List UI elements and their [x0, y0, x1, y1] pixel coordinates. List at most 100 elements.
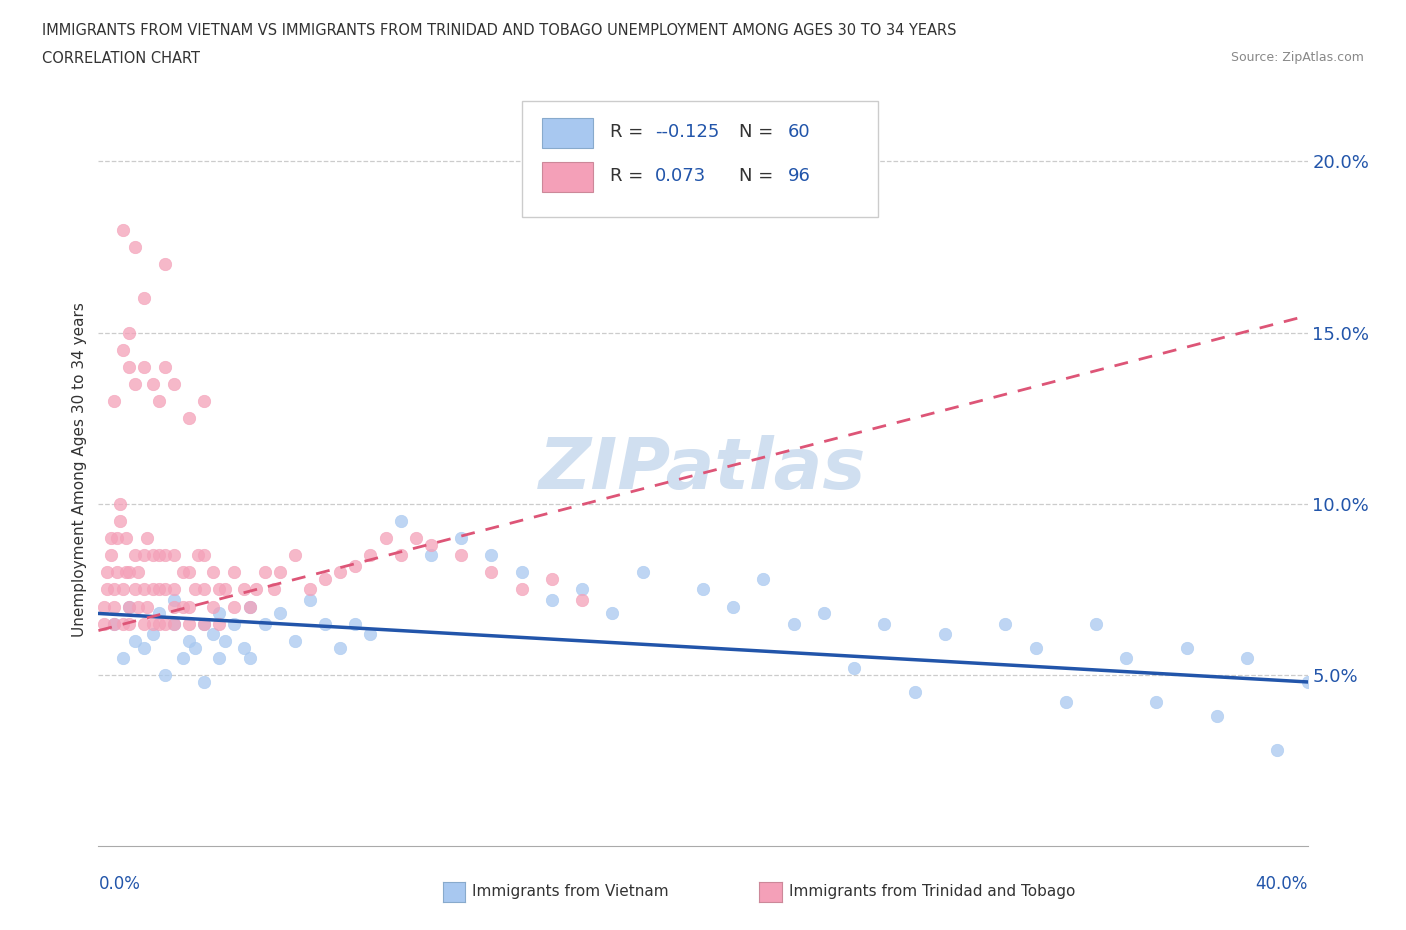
Text: --0.125: --0.125	[655, 123, 718, 141]
Point	[1236, 651, 1258, 666]
Point	[510, 582, 533, 597]
Point	[124, 240, 146, 255]
Point	[103, 393, 125, 408]
Point	[163, 592, 186, 607]
Point	[450, 548, 472, 563]
Point	[108, 513, 131, 528]
Point	[172, 599, 194, 614]
Point	[540, 592, 562, 607]
Point	[389, 548, 412, 563]
Point	[118, 599, 141, 614]
Point	[108, 497, 131, 512]
Point	[344, 558, 367, 573]
Point	[105, 531, 128, 546]
Point	[1267, 743, 1289, 758]
Point	[103, 617, 125, 631]
Point	[214, 633, 236, 648]
Point	[631, 565, 654, 579]
Point	[179, 633, 201, 648]
Point	[153, 582, 176, 597]
Point	[360, 627, 382, 642]
Point	[153, 548, 176, 563]
Text: 0.073: 0.073	[655, 166, 706, 185]
Point	[405, 531, 427, 546]
Point	[111, 617, 134, 631]
Point	[132, 548, 155, 563]
Point	[111, 342, 134, 357]
Point	[124, 582, 146, 597]
Point	[193, 393, 215, 408]
Point	[142, 377, 165, 392]
Point	[314, 617, 336, 631]
Point	[179, 617, 201, 631]
Point	[723, 599, 745, 614]
Point	[163, 599, 186, 614]
Point	[135, 531, 157, 546]
Point	[420, 548, 443, 563]
Point	[208, 582, 231, 597]
Text: 96: 96	[787, 166, 810, 185]
Point	[148, 393, 170, 408]
Point	[118, 565, 141, 579]
Point	[420, 538, 443, 552]
Point	[172, 651, 194, 666]
Point	[105, 565, 128, 579]
Point	[163, 617, 186, 631]
Point	[153, 668, 176, 683]
Point	[783, 617, 806, 631]
Point	[299, 592, 322, 607]
Point	[1175, 640, 1198, 655]
Point	[232, 640, 254, 655]
Point	[118, 326, 141, 340]
Text: IMMIGRANTS FROM VIETNAM VS IMMIGRANTS FROM TRINIDAD AND TOBAGO UNEMPLOYMENT AMON: IMMIGRANTS FROM VIETNAM VS IMMIGRANTS FR…	[42, 23, 956, 38]
Point	[179, 411, 201, 426]
Point	[1206, 709, 1229, 724]
Point	[1296, 674, 1319, 689]
Point	[172, 565, 194, 579]
Point	[299, 582, 322, 597]
Point	[163, 582, 186, 597]
Point	[124, 548, 146, 563]
Point	[232, 582, 254, 597]
Point	[389, 513, 412, 528]
Text: 60: 60	[787, 123, 810, 141]
Point	[93, 617, 115, 631]
Text: R =: R =	[610, 123, 650, 141]
Point	[873, 617, 896, 631]
Text: N =: N =	[740, 123, 779, 141]
Point	[224, 617, 246, 631]
Point	[239, 599, 262, 614]
Text: 40.0%: 40.0%	[1256, 875, 1308, 893]
Point	[239, 651, 262, 666]
Point	[329, 565, 352, 579]
Point	[1054, 695, 1077, 710]
Point	[224, 599, 246, 614]
Point	[148, 606, 170, 621]
Point	[360, 548, 382, 563]
Point	[284, 548, 307, 563]
Point	[142, 582, 165, 597]
Point	[100, 531, 122, 546]
Point	[481, 565, 503, 579]
Point	[148, 617, 170, 631]
Point	[214, 582, 236, 597]
Point	[96, 582, 118, 597]
Point	[142, 548, 165, 563]
Point	[179, 599, 201, 614]
Point	[103, 617, 125, 631]
Point	[193, 674, 215, 689]
Point	[111, 222, 134, 237]
Point	[904, 684, 927, 699]
Point	[202, 599, 225, 614]
Point	[269, 565, 291, 579]
Point	[193, 582, 215, 597]
Point	[132, 640, 155, 655]
Point	[284, 633, 307, 648]
Point	[571, 592, 593, 607]
Point	[114, 565, 136, 579]
Point	[208, 606, 231, 621]
Point	[1024, 640, 1046, 655]
Point	[253, 617, 276, 631]
Text: Immigrants from Trinidad and Tobago: Immigrants from Trinidad and Tobago	[789, 884, 1076, 899]
Point	[481, 548, 503, 563]
